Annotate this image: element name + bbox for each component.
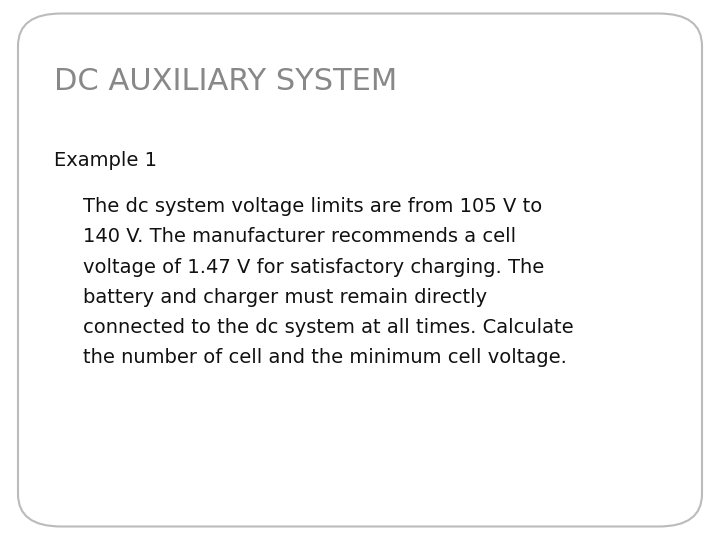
Text: The dc system voltage limits are from 105 V to
140 V. The manufacturer recommend: The dc system voltage limits are from 10… <box>83 197 573 367</box>
FancyBboxPatch shape <box>18 14 702 526</box>
Text: Example 1: Example 1 <box>54 151 157 170</box>
Text: DC AUXILIARY SYSTEM: DC AUXILIARY SYSTEM <box>54 68 397 97</box>
